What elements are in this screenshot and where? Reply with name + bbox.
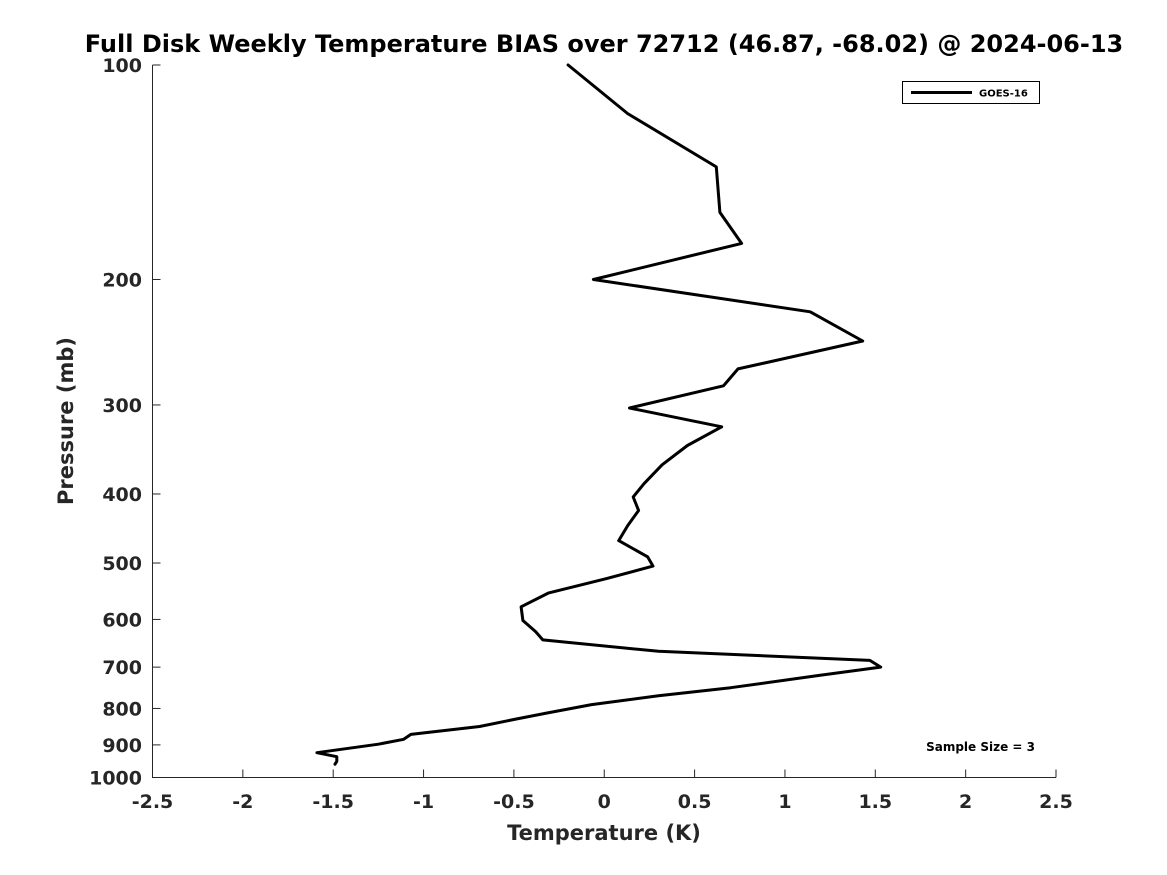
legend: GOES-16 (902, 81, 1040, 104)
x-tick-label: -2.5 (132, 791, 174, 813)
x-tick-label: 0 (598, 791, 611, 813)
y-tick-label: 300 (102, 395, 142, 417)
y-tick-label: 900 (102, 735, 142, 757)
y-axis-ticks: 100 200 300 400 500 600 700 800 900 1000 (89, 55, 161, 790)
x-tick-label: 1 (778, 791, 791, 813)
y-tick-label: 100 (102, 55, 142, 77)
sample-size-note: Sample Size = 3 (926, 740, 1035, 754)
x-axis-ticks: -2.5 -2 -1.5 -1 -0.5 0 0.5 1 1.5 2 2.5 (132, 769, 1073, 813)
x-tick-label: 2.5 (1039, 791, 1073, 813)
y-tick-label: 1000 (89, 768, 142, 790)
x-tick-label: -0.5 (493, 791, 535, 813)
x-tick-label: 2 (959, 791, 972, 813)
x-axis-label: Temperature (K) (507, 821, 701, 845)
plot-area: -2.5 -2 -1.5 -1 -0.5 0 0.5 1 1.5 2 2.5 100 200 300 40… (89, 55, 1073, 813)
y-tick-label: 500 (102, 553, 142, 575)
x-tick-label: -2 (232, 791, 253, 813)
y-tick-label: 200 (102, 269, 142, 291)
series-line-goes-16 (315, 63, 883, 766)
y-axis-label: Pressure (mb) (54, 337, 78, 505)
y-tick-label: 800 (102, 698, 142, 720)
legend-label-goes-16: GOES-16 (979, 89, 1028, 100)
y-tick-label: 400 (102, 484, 142, 506)
series-layer (315, 63, 883, 766)
x-tick-label: 0.5 (678, 791, 712, 813)
x-tick-label: -1 (413, 791, 434, 813)
x-tick-label: -1.5 (312, 791, 354, 813)
y-tick-label: 600 (102, 609, 142, 631)
chart-title: Full Disk Weekly Temperature BIAS over 7… (85, 30, 1124, 58)
x-tick-label: 1.5 (858, 791, 892, 813)
y-tick-label: 700 (102, 657, 142, 679)
